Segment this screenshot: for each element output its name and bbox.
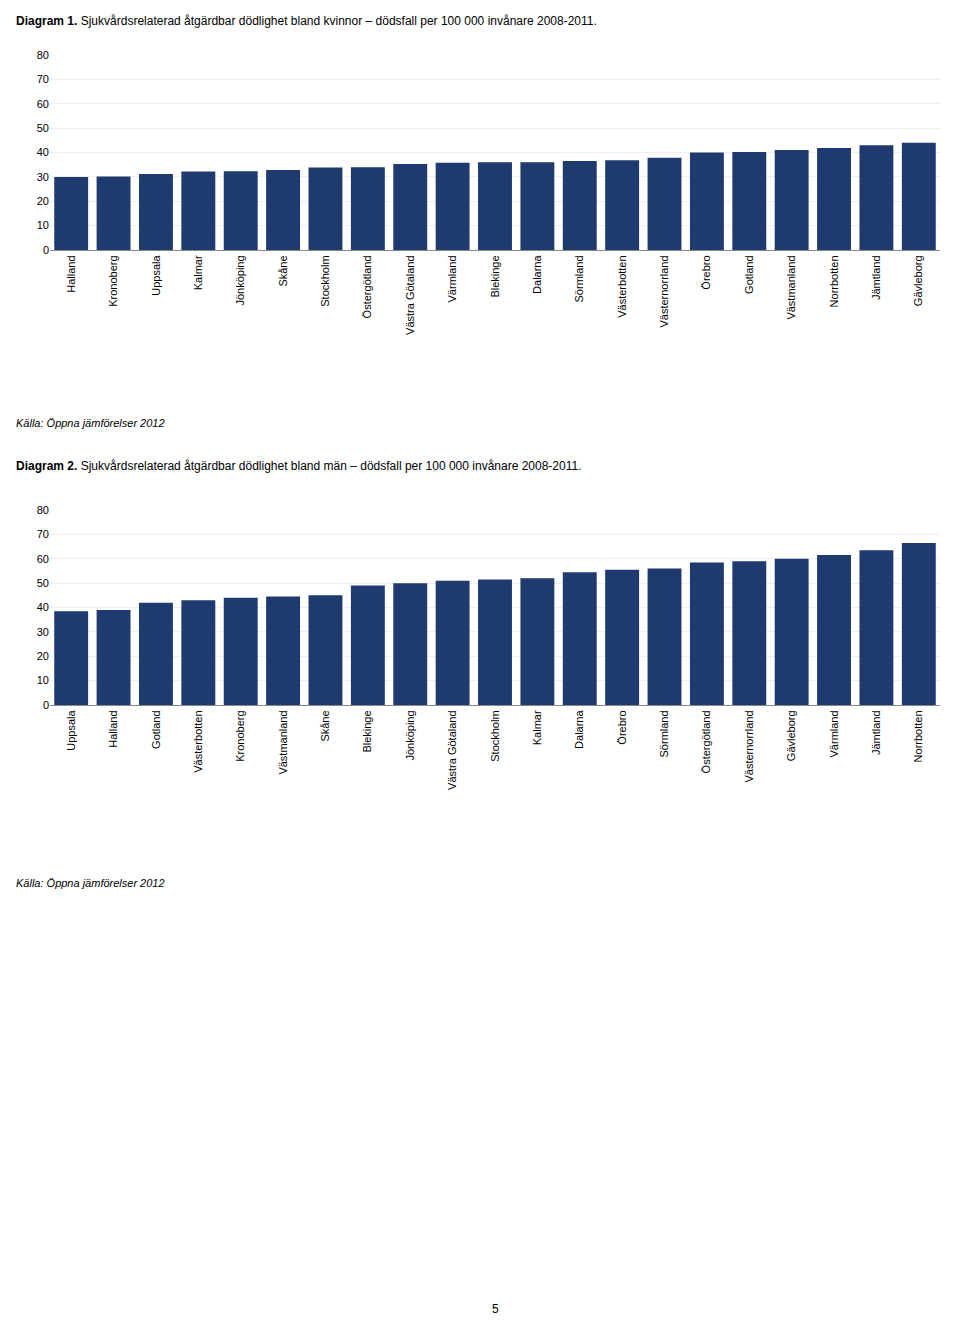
svg-text:Gävleborg: Gävleborg [785,710,797,761]
svg-text:Kronoberg: Kronoberg [107,255,119,306]
svg-text:Norrbotten: Norrbotten [828,255,840,307]
svg-text:Blekinge: Blekinge [361,710,373,752]
svg-text:Skåne: Skåne [319,710,331,741]
svg-text:Jämtland: Jämtland [870,710,882,755]
svg-text:30: 30 [37,171,49,183]
svg-text:Örebro: Örebro [700,255,712,289]
svg-text:Gävleborg: Gävleborg [912,255,924,306]
svg-text:Västerbotten: Västerbotten [192,710,204,772]
svg-text:Sörmland: Sörmland [658,710,670,757]
svg-text:20: 20 [37,195,49,207]
svg-text:Källa: Öppna jämförelser 2012: Källa: Öppna jämförelser 2012 [16,877,165,889]
svg-text:Östergötland: Östergötland [361,255,373,318]
svg-text:50: 50 [37,577,49,589]
svg-text:80: 80 [37,504,49,516]
svg-text:Västernorrland: Västernorrland [743,710,755,782]
svg-text:10: 10 [37,219,49,231]
svg-text:Västernorrland: Västernorrland [658,255,670,327]
svg-text:Sörmland: Sörmland [573,255,585,302]
svg-text:Uppsala: Uppsala [65,710,77,751]
svg-text:Västra Götaland: Västra Götaland [446,710,458,790]
svg-text:40: 40 [37,146,49,158]
svg-text:Stockholm: Stockholm [319,255,331,306]
svg-text:30: 30 [37,626,49,638]
svg-text:70: 70 [37,528,49,540]
svg-text:Kalmar: Kalmar [531,710,543,745]
svg-text:Västmanland: Västmanland [277,710,289,774]
svg-text:Jönköping: Jönköping [234,255,246,305]
svg-text:Västerbotten: Västerbotten [616,255,628,317]
svg-text:Diagram 2. Sjukvårdsrelaterad: Diagram 2. Sjukvårdsrelaterad åtgärdbar … [16,459,581,473]
svg-text:Stockholm: Stockholm [489,710,501,761]
svg-text:Östergötland: Östergötland [700,710,712,773]
svg-text:10: 10 [37,674,49,686]
svg-text:70: 70 [37,73,49,85]
svg-text:Halland: Halland [107,710,119,747]
svg-text:40: 40 [37,601,49,613]
svg-text:Norrbotten: Norrbotten [912,710,924,762]
svg-text:Gotland: Gotland [150,710,162,749]
svg-text:Jämtland: Jämtland [870,255,882,300]
svg-text:Källa: Öppna jämförelser 2012: Källa: Öppna jämförelser 2012 [16,417,165,429]
svg-text:Diagram 1. Sjukvårdsrelaterad: Diagram 1. Sjukvårdsrelaterad åtgärdbar … [16,14,597,28]
svg-text:Skåne: Skåne [277,255,289,286]
svg-text:5: 5 [492,1302,499,1316]
svg-text:Örebro: Örebro [616,710,628,744]
svg-text:60: 60 [37,553,49,565]
svg-text:50: 50 [37,122,49,134]
svg-text:Värmland: Värmland [828,710,840,757]
svg-text:Kalmar: Kalmar [192,255,204,290]
svg-text:Värmland: Värmland [446,255,458,302]
svg-text:0: 0 [43,244,49,256]
svg-text:0: 0 [43,699,49,711]
svg-text:Dalarna: Dalarna [531,255,543,294]
svg-text:60: 60 [37,98,49,110]
svg-text:Uppsala: Uppsala [150,255,162,296]
svg-text:80: 80 [37,49,49,61]
svg-text:Gotland: Gotland [743,255,755,294]
svg-text:Blekinge: Blekinge [489,255,501,297]
svg-text:Västmanland: Västmanland [785,255,797,319]
svg-text:Dalarna: Dalarna [573,710,585,749]
svg-text:Jönköping: Jönköping [404,710,416,760]
svg-text:20: 20 [37,650,49,662]
svg-text:Västra Götaland: Västra Götaland [404,255,416,335]
svg-text:Kronoberg: Kronoberg [234,710,246,761]
svg-text:Halland: Halland [65,255,77,292]
